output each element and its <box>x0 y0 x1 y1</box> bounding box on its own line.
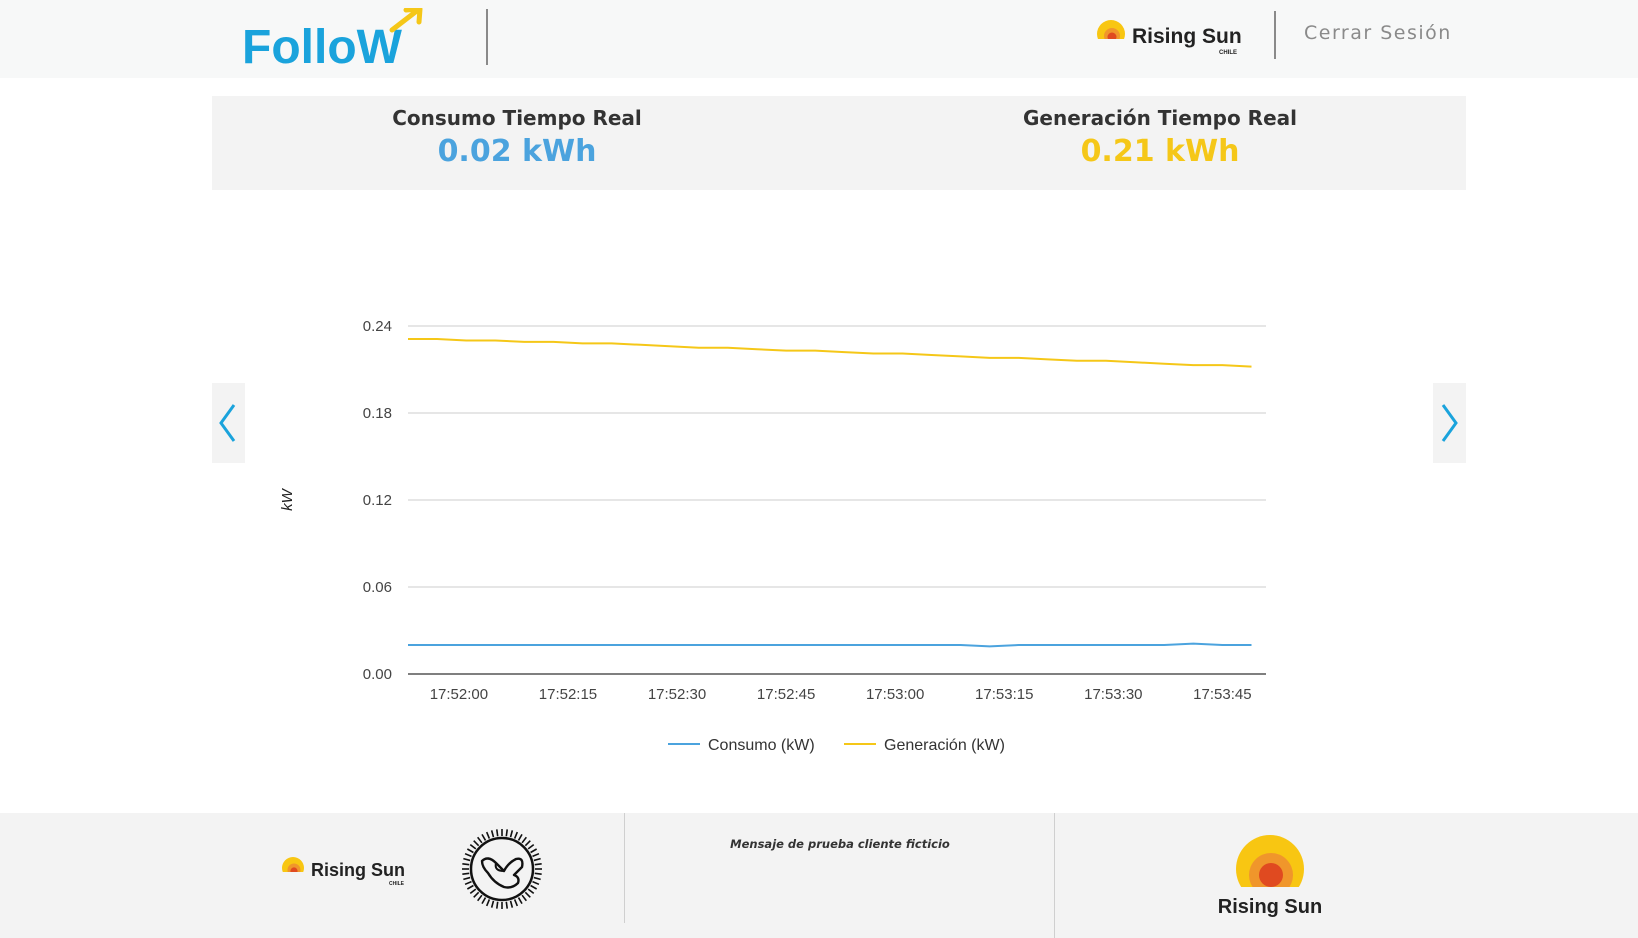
footer-divider-1 <box>624 813 625 923</box>
legend-label-0: Consumo (kW) <box>708 737 815 754</box>
y-tick-label: 0.12 <box>363 492 392 509</box>
footer: Rising Sun CHILE Mensaje de prueba clien… <box>0 813 1638 938</box>
series-line-1 <box>408 338 1252 368</box>
footer-rising-sun-text: Rising Sun <box>311 860 405 880</box>
chevron-left-icon <box>219 404 236 442</box>
legend-label-1: Generación (kW) <box>884 737 1005 754</box>
header-divider <box>486 9 488 65</box>
header: FolloW Rising Sun CHILE Cerrar Sesión <box>0 0 1638 78</box>
shaka-hand-icon <box>462 829 542 909</box>
x-tick-label: 17:52:45 <box>757 686 815 703</box>
power-chart: 0.00 0.06 0.12 0.18 0.24 17:52:00 17:52:15 17:5… <box>279 318 1266 754</box>
chevron-right-icon <box>1441 404 1458 442</box>
footer-rising-sun-big-logo: Rising Sun <box>1215 835 1325 927</box>
x-tick-label: 17:52:00 <box>430 686 488 703</box>
follow-logo-text: FolloW <box>242 21 403 70</box>
stat-consumo-label: Consumo Tiempo Real <box>392 106 642 130</box>
footer-message: Mensaje de prueba cliente ficticio <box>730 837 950 851</box>
y-tick-label: 0.06 <box>363 579 392 596</box>
header-divider-right <box>1274 11 1276 59</box>
x-tick-label: 17:53:15 <box>975 686 1033 703</box>
footer-divider-2 <box>1054 813 1055 938</box>
next-chart-button[interactable] <box>1433 383 1466 463</box>
x-tick-label: 17:53:30 <box>1084 686 1142 703</box>
stat-generacion: Generación Tiempo Real 0.21 kWh <box>960 96 1360 169</box>
rising-sun-logo-sub: CHILE <box>1219 50 1237 56</box>
x-tick-label: 17:53:45 <box>1193 686 1251 703</box>
stat-consumo: Consumo Tiempo Real 0.02 kWh <box>317 96 717 169</box>
follow-logo[interactable]: FolloW <box>242 8 427 70</box>
series-line-0 <box>408 642 1252 648</box>
arrow-up-icon <box>389 8 423 33</box>
y-tick-label: 0.00 <box>363 666 392 683</box>
prev-chart-button[interactable] <box>212 383 245 463</box>
logout-button[interactable]: Cerrar Sesión <box>1304 22 1452 44</box>
y-tick-label: 0.24 <box>363 318 392 335</box>
rising-sun-logo: Rising Sun CHILE <box>1094 20 1242 56</box>
rising-sun-logo-text: Rising Sun <box>1132 25 1242 48</box>
x-tick-label: 17:53:00 <box>866 686 924 703</box>
footer-rising-sun-sub: CHILE <box>389 881 405 887</box>
stat-generacion-label: Generación Tiempo Real <box>1022 106 1298 130</box>
realtime-stats: Consumo Tiempo Real 0.02 kWh Generación … <box>212 96 1466 190</box>
stat-generacion-value: 0.21 kWh <box>1080 134 1240 169</box>
x-tick-label: 17:52:15 <box>539 686 597 703</box>
x-tick-label: 17:52:30 <box>648 686 706 703</box>
footer-rising-sun-logo: Rising Sun CHILE <box>280 857 405 887</box>
y-tick-label: 0.18 <box>363 405 392 422</box>
y-axis-label: kW <box>279 487 296 511</box>
footer-big-logo-text: Rising Sun <box>1218 896 1322 918</box>
stat-consumo-value: 0.02 kWh <box>437 134 597 169</box>
